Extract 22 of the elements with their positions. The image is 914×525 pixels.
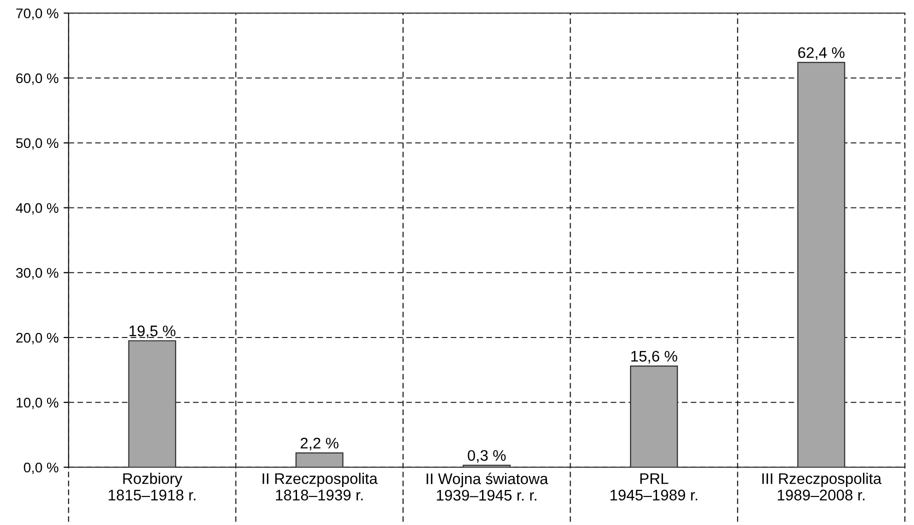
bar [630,365,678,468]
y-tick-label: 40,0 % [16,203,58,215]
x-tick-label: II Wojna światowa 1939–1945 r. r. [426,472,548,501]
data-label: 19,5 % [130,326,176,338]
y-tick-label: 50,0 % [16,138,58,150]
bar [128,340,176,468]
x-tick-label: II Rzeczpospolita 1818–1939 r. [262,472,378,500]
y-tick-label: 70,0 % [16,8,58,20]
data-label: 62,4 % [798,47,844,60]
data-label: 2,2 % [300,438,338,450]
bar [797,62,846,468]
x-tick-label: PRL 1945–1989 r. [610,473,698,500]
y-tick-label: 60,0 % [16,73,58,85]
data-label: 0,3 % [468,450,506,463]
y-tick-label: 30,0 % [16,268,58,280]
x-tick-label: Rozbiory 1815–1918 r. [108,472,196,500]
data-label: 15,6 % [631,350,678,364]
y-tick-label: 0,0 % [24,462,58,474]
x-tick-label: III Rzeczpospolita 1989–2008 r. [762,472,882,500]
y-tick-label: 20,0 % [16,332,58,344]
bar [295,452,344,468]
y-tick-label: 10,0 % [16,398,58,410]
